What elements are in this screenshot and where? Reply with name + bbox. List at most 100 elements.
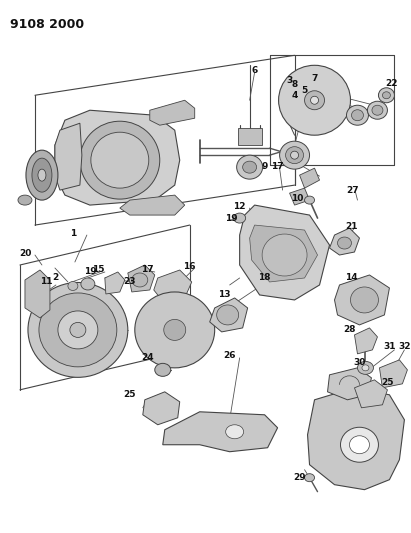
Text: 32: 32: [398, 342, 411, 351]
Text: 16: 16: [183, 262, 196, 271]
Ellipse shape: [349, 436, 369, 454]
Text: 1: 1: [70, 229, 76, 238]
Ellipse shape: [362, 365, 369, 371]
Polygon shape: [154, 270, 192, 300]
Ellipse shape: [81, 278, 95, 290]
Text: 9108 2000: 9108 2000: [10, 18, 84, 31]
Text: 6: 6: [252, 66, 258, 75]
Ellipse shape: [262, 234, 307, 276]
Polygon shape: [210, 298, 248, 332]
Ellipse shape: [18, 195, 32, 205]
Text: 27: 27: [346, 185, 359, 195]
Ellipse shape: [70, 322, 86, 337]
Ellipse shape: [39, 293, 117, 367]
Text: 3: 3: [286, 76, 293, 85]
Text: 26: 26: [224, 351, 236, 360]
Text: 4: 4: [291, 91, 298, 100]
Text: 28: 28: [343, 326, 356, 334]
Polygon shape: [238, 128, 262, 145]
Text: 10: 10: [291, 193, 304, 203]
Ellipse shape: [68, 281, 78, 290]
Text: 19: 19: [225, 214, 238, 223]
Ellipse shape: [358, 361, 374, 374]
Polygon shape: [240, 205, 330, 300]
Polygon shape: [330, 228, 360, 255]
Text: 23: 23: [124, 278, 136, 286]
Ellipse shape: [351, 287, 379, 313]
Text: 11: 11: [40, 278, 52, 286]
Ellipse shape: [383, 92, 390, 99]
Polygon shape: [379, 360, 407, 388]
Text: 13: 13: [218, 290, 231, 300]
Ellipse shape: [305, 474, 314, 482]
Ellipse shape: [164, 319, 186, 341]
Text: 17: 17: [271, 161, 284, 171]
Ellipse shape: [226, 425, 244, 439]
Text: 25: 25: [381, 378, 394, 387]
Text: 8: 8: [291, 80, 298, 89]
Ellipse shape: [217, 305, 239, 325]
Ellipse shape: [286, 147, 304, 164]
Ellipse shape: [237, 155, 263, 179]
Text: 25: 25: [124, 390, 136, 399]
Text: 21: 21: [345, 222, 358, 231]
Polygon shape: [335, 275, 390, 325]
Ellipse shape: [234, 213, 246, 223]
Text: 29: 29: [293, 473, 306, 482]
Text: 9: 9: [261, 161, 268, 171]
Ellipse shape: [279, 66, 351, 135]
Ellipse shape: [305, 196, 314, 204]
Text: 2: 2: [52, 273, 58, 282]
Polygon shape: [143, 392, 180, 425]
Ellipse shape: [155, 364, 171, 376]
Text: 18: 18: [259, 273, 271, 282]
Ellipse shape: [132, 273, 148, 287]
Polygon shape: [249, 225, 318, 282]
Ellipse shape: [346, 105, 368, 125]
Text: 24: 24: [141, 353, 154, 362]
Polygon shape: [150, 100, 195, 125]
Ellipse shape: [26, 150, 58, 200]
Ellipse shape: [305, 91, 325, 110]
Ellipse shape: [351, 110, 363, 120]
Ellipse shape: [28, 282, 128, 377]
Ellipse shape: [32, 158, 52, 192]
Text: 15: 15: [92, 265, 104, 274]
Text: 22: 22: [385, 79, 398, 88]
Polygon shape: [105, 272, 125, 294]
Polygon shape: [354, 328, 377, 354]
Text: 31: 31: [383, 342, 396, 351]
Polygon shape: [307, 388, 404, 490]
Ellipse shape: [279, 141, 309, 169]
Text: 20: 20: [19, 248, 31, 257]
Polygon shape: [290, 188, 309, 205]
Polygon shape: [55, 110, 180, 205]
Polygon shape: [55, 123, 82, 190]
Ellipse shape: [58, 311, 98, 349]
Ellipse shape: [337, 237, 351, 249]
Polygon shape: [328, 368, 372, 400]
Text: 17: 17: [141, 265, 154, 274]
Ellipse shape: [379, 88, 395, 103]
Ellipse shape: [91, 132, 149, 188]
Ellipse shape: [372, 105, 383, 115]
Polygon shape: [163, 412, 277, 452]
Ellipse shape: [242, 161, 256, 173]
Ellipse shape: [80, 121, 160, 199]
Text: 30: 30: [353, 358, 366, 367]
Text: 7: 7: [312, 74, 318, 83]
Ellipse shape: [340, 427, 379, 462]
Text: 14: 14: [345, 273, 358, 282]
Text: 12: 12: [233, 201, 246, 211]
Ellipse shape: [367, 101, 388, 119]
Polygon shape: [25, 270, 50, 318]
Text: 5: 5: [301, 86, 308, 95]
Polygon shape: [128, 265, 155, 292]
Polygon shape: [300, 168, 319, 188]
Ellipse shape: [38, 169, 46, 181]
Polygon shape: [354, 380, 388, 408]
Ellipse shape: [291, 151, 298, 159]
Ellipse shape: [135, 292, 215, 368]
Text: 19: 19: [83, 268, 96, 277]
Polygon shape: [120, 195, 185, 215]
